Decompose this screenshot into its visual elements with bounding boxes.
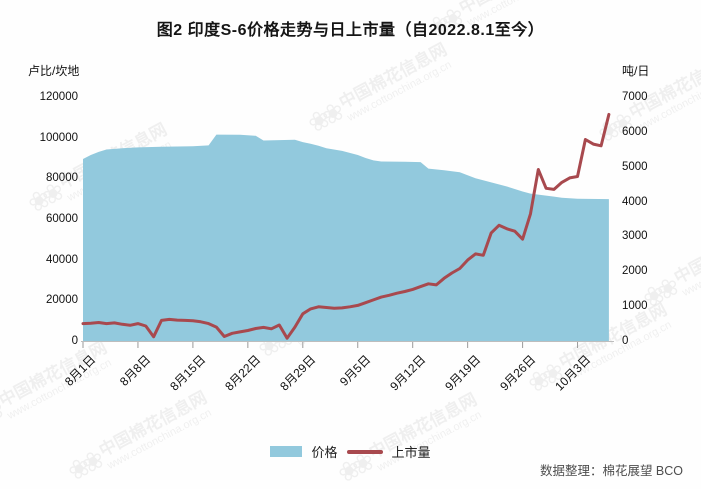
right-axis-tick-label: 5000 (622, 160, 648, 173)
right-axis-tick-label: 3000 (622, 230, 648, 243)
right-axis-tick-label: 7000 (622, 91, 648, 103)
right-axis-unit: 吨/日 (622, 64, 650, 78)
data-source: 数据整理：棉花展望 BCO (539, 464, 683, 478)
right-axis-tick-label: 2000 (622, 265, 648, 278)
chart-title: 图2 印度S-6价格走势与日上市量（自2022.8.1至今） (156, 22, 545, 39)
right-axis-tick-label: 4000 (622, 195, 648, 208)
legend-label-price: 价格 (311, 445, 338, 460)
left-axis-tick-label: 0 (71, 335, 78, 347)
right-axis-tick-label: 0 (622, 335, 629, 347)
left-axis-tick-label: 20000 (46, 294, 78, 307)
volume-line (81, 112, 611, 340)
left-axis-tick-label: 120000 (39, 91, 78, 103)
left-axis-unit: 卢比/坎地 (28, 64, 80, 78)
left-axis-tick-label: 80000 (46, 172, 78, 185)
left-axis-tick-label: 40000 (46, 253, 78, 266)
legend: 价格 上市量 (0, 442, 701, 461)
price-area (83, 134, 609, 341)
left-axis-tick-label: 100000 (39, 131, 78, 144)
legend-swatch-price (270, 446, 303, 457)
left-axis-tick-label: 60000 (46, 213, 78, 225)
right-axis-tick-label: 1000 (622, 300, 648, 313)
legend-swatch-volume (346, 449, 383, 454)
legend-label-volume: 上市量 (391, 445, 431, 460)
right-axis-tick-label: 6000 (622, 125, 648, 138)
